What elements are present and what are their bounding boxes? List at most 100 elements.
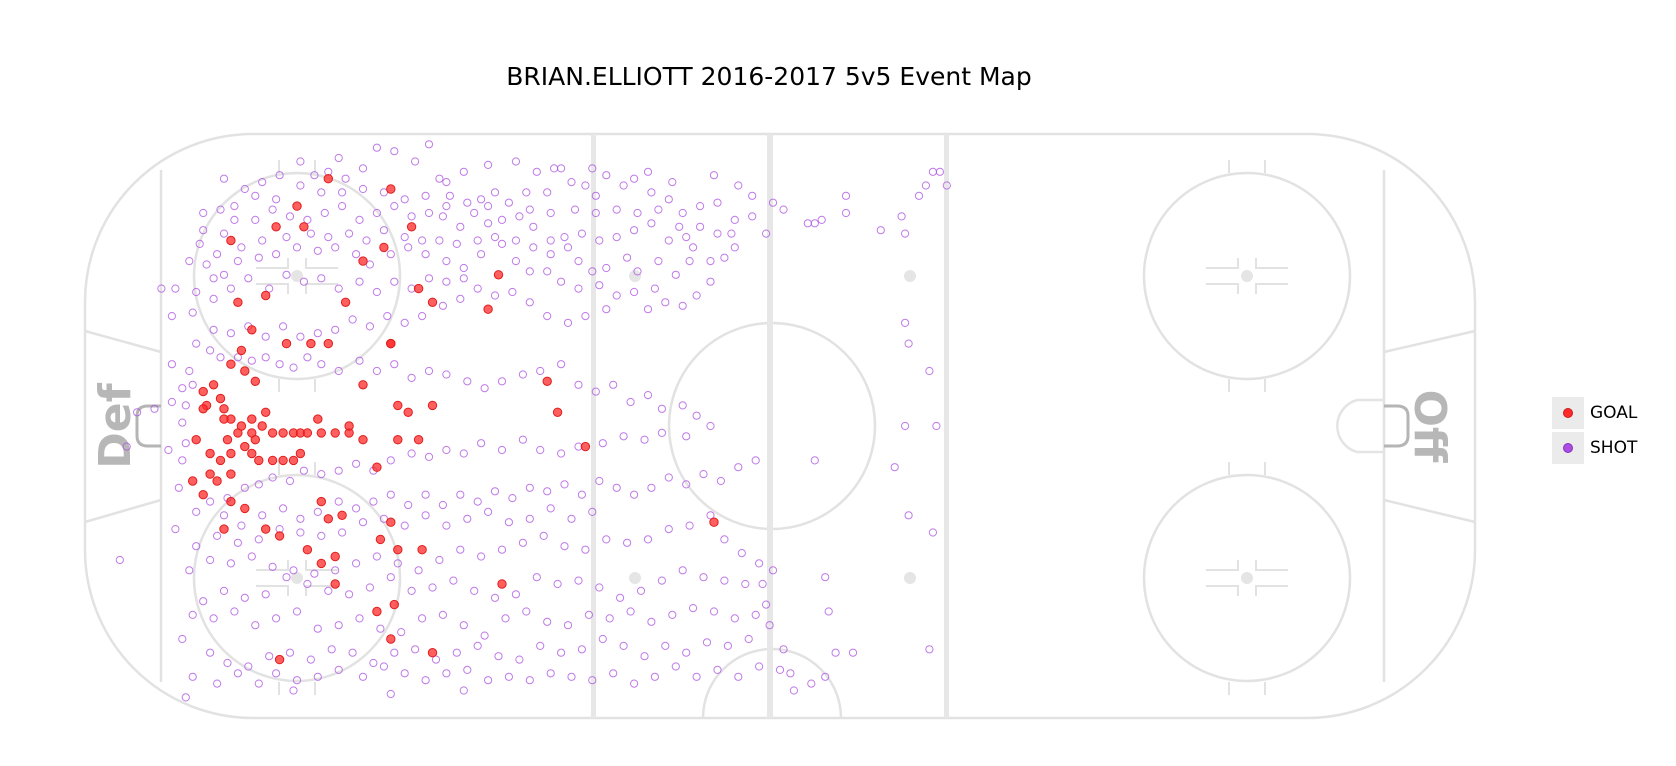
goal-point [247,414,257,424]
shot-point [272,614,281,623]
shot-point [334,497,343,506]
goal-point [497,579,507,589]
shot-point [178,384,187,393]
shot-point [296,514,305,523]
goal-point [198,490,208,500]
shot-point [779,205,788,214]
shot-point [355,277,364,286]
chart-title: BRIAN.ELLIOTT 2016-2017 5v5 Event Map [506,62,1032,91]
shot-point [490,291,500,300]
shot-point [543,617,552,626]
shot-point [407,212,416,221]
shot-point [595,236,604,245]
shot-point [279,322,288,331]
shot-point [574,284,583,293]
shot-point [209,274,218,283]
shot-point [251,215,260,224]
shot-point [473,497,482,506]
goal-point [406,222,417,232]
faceoff-dot [1241,572,1253,584]
shot-point [407,586,416,596]
shot-point [424,452,434,461]
shot-point [334,284,343,293]
shot-point [209,325,218,334]
shot-point [671,270,680,279]
shot-point [630,226,639,235]
shot-point [692,291,701,300]
shot-point [623,253,632,262]
goal-point [188,476,198,486]
goal-point [208,380,219,390]
goal-point [226,448,236,459]
shot-point [452,239,461,248]
legend-label-shot: SHOT [1590,437,1638,458]
shot-point [706,511,715,520]
goal-point [295,448,306,459]
shot-point [296,157,305,166]
shot-point [449,576,458,585]
shot-point [334,366,343,376]
goal-point [205,469,215,479]
shot-point [313,672,322,681]
shot-point [272,250,281,259]
shot-point [643,305,653,314]
goal-point [219,524,229,534]
shot-point [602,535,611,544]
shot-point [504,198,513,207]
shot-point [682,432,691,441]
shot-point [525,267,534,276]
shot-point [115,555,124,565]
shot-point [591,191,600,200]
shot-point [185,257,194,266]
shot-point [365,322,374,331]
legend: GOAL SHOT [1552,395,1672,465]
shot-point [372,143,381,152]
shot-point [414,566,423,575]
shot-point [317,531,326,541]
shot-point [643,167,653,176]
shot-point [734,463,743,472]
shot-point [285,476,295,486]
shot-point [779,645,788,654]
shot-point [581,312,590,321]
shot-point [751,456,760,465]
shot-point [171,525,180,534]
shot-point [577,229,587,238]
shot-point [490,188,500,197]
goal-point [358,256,368,266]
shot-point [633,267,642,276]
shot-point [563,243,573,252]
shot-point [546,208,555,218]
shot-point [313,329,322,338]
goal-point [403,407,413,417]
shot-point [216,353,225,362]
shot-point [821,573,830,582]
goal-point [254,455,264,466]
shot-point [619,641,628,651]
faceoff-dot [1241,270,1253,282]
shot-point [348,315,357,324]
shot-point [258,236,267,245]
shot-point [261,353,270,362]
goal-point [316,558,326,569]
shot-point [289,686,298,695]
shot-point [247,552,256,561]
goal-point [386,338,396,349]
shot-point [421,676,430,685]
event-points [115,140,951,702]
shot-point [261,590,270,599]
shot-point [630,174,639,183]
shot-point [595,281,604,290]
shot-point [386,689,395,699]
shot-point [230,215,239,224]
shot-point [150,404,159,413]
shot-point [560,542,569,551]
shot-point [213,531,222,541]
shot-point [390,360,399,369]
shot-point [167,312,176,321]
shot-point [181,693,190,702]
shot-point [696,222,705,231]
goal-point [323,174,333,184]
shot-point [525,205,534,214]
goal-point [274,654,285,665]
